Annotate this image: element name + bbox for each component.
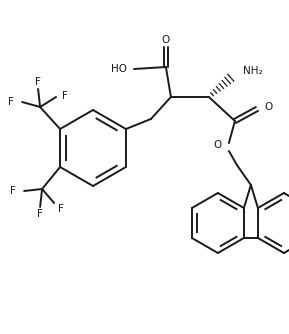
Text: F: F (58, 204, 64, 214)
Text: F: F (35, 77, 41, 87)
Text: F: F (8, 97, 14, 107)
Text: HO: HO (111, 64, 127, 74)
Text: O: O (214, 140, 222, 150)
Text: O: O (264, 102, 272, 112)
Text: O: O (162, 35, 170, 45)
Text: F: F (62, 91, 68, 101)
Text: F: F (10, 186, 16, 196)
Text: F: F (37, 209, 43, 219)
Text: NH₂: NH₂ (243, 66, 262, 76)
